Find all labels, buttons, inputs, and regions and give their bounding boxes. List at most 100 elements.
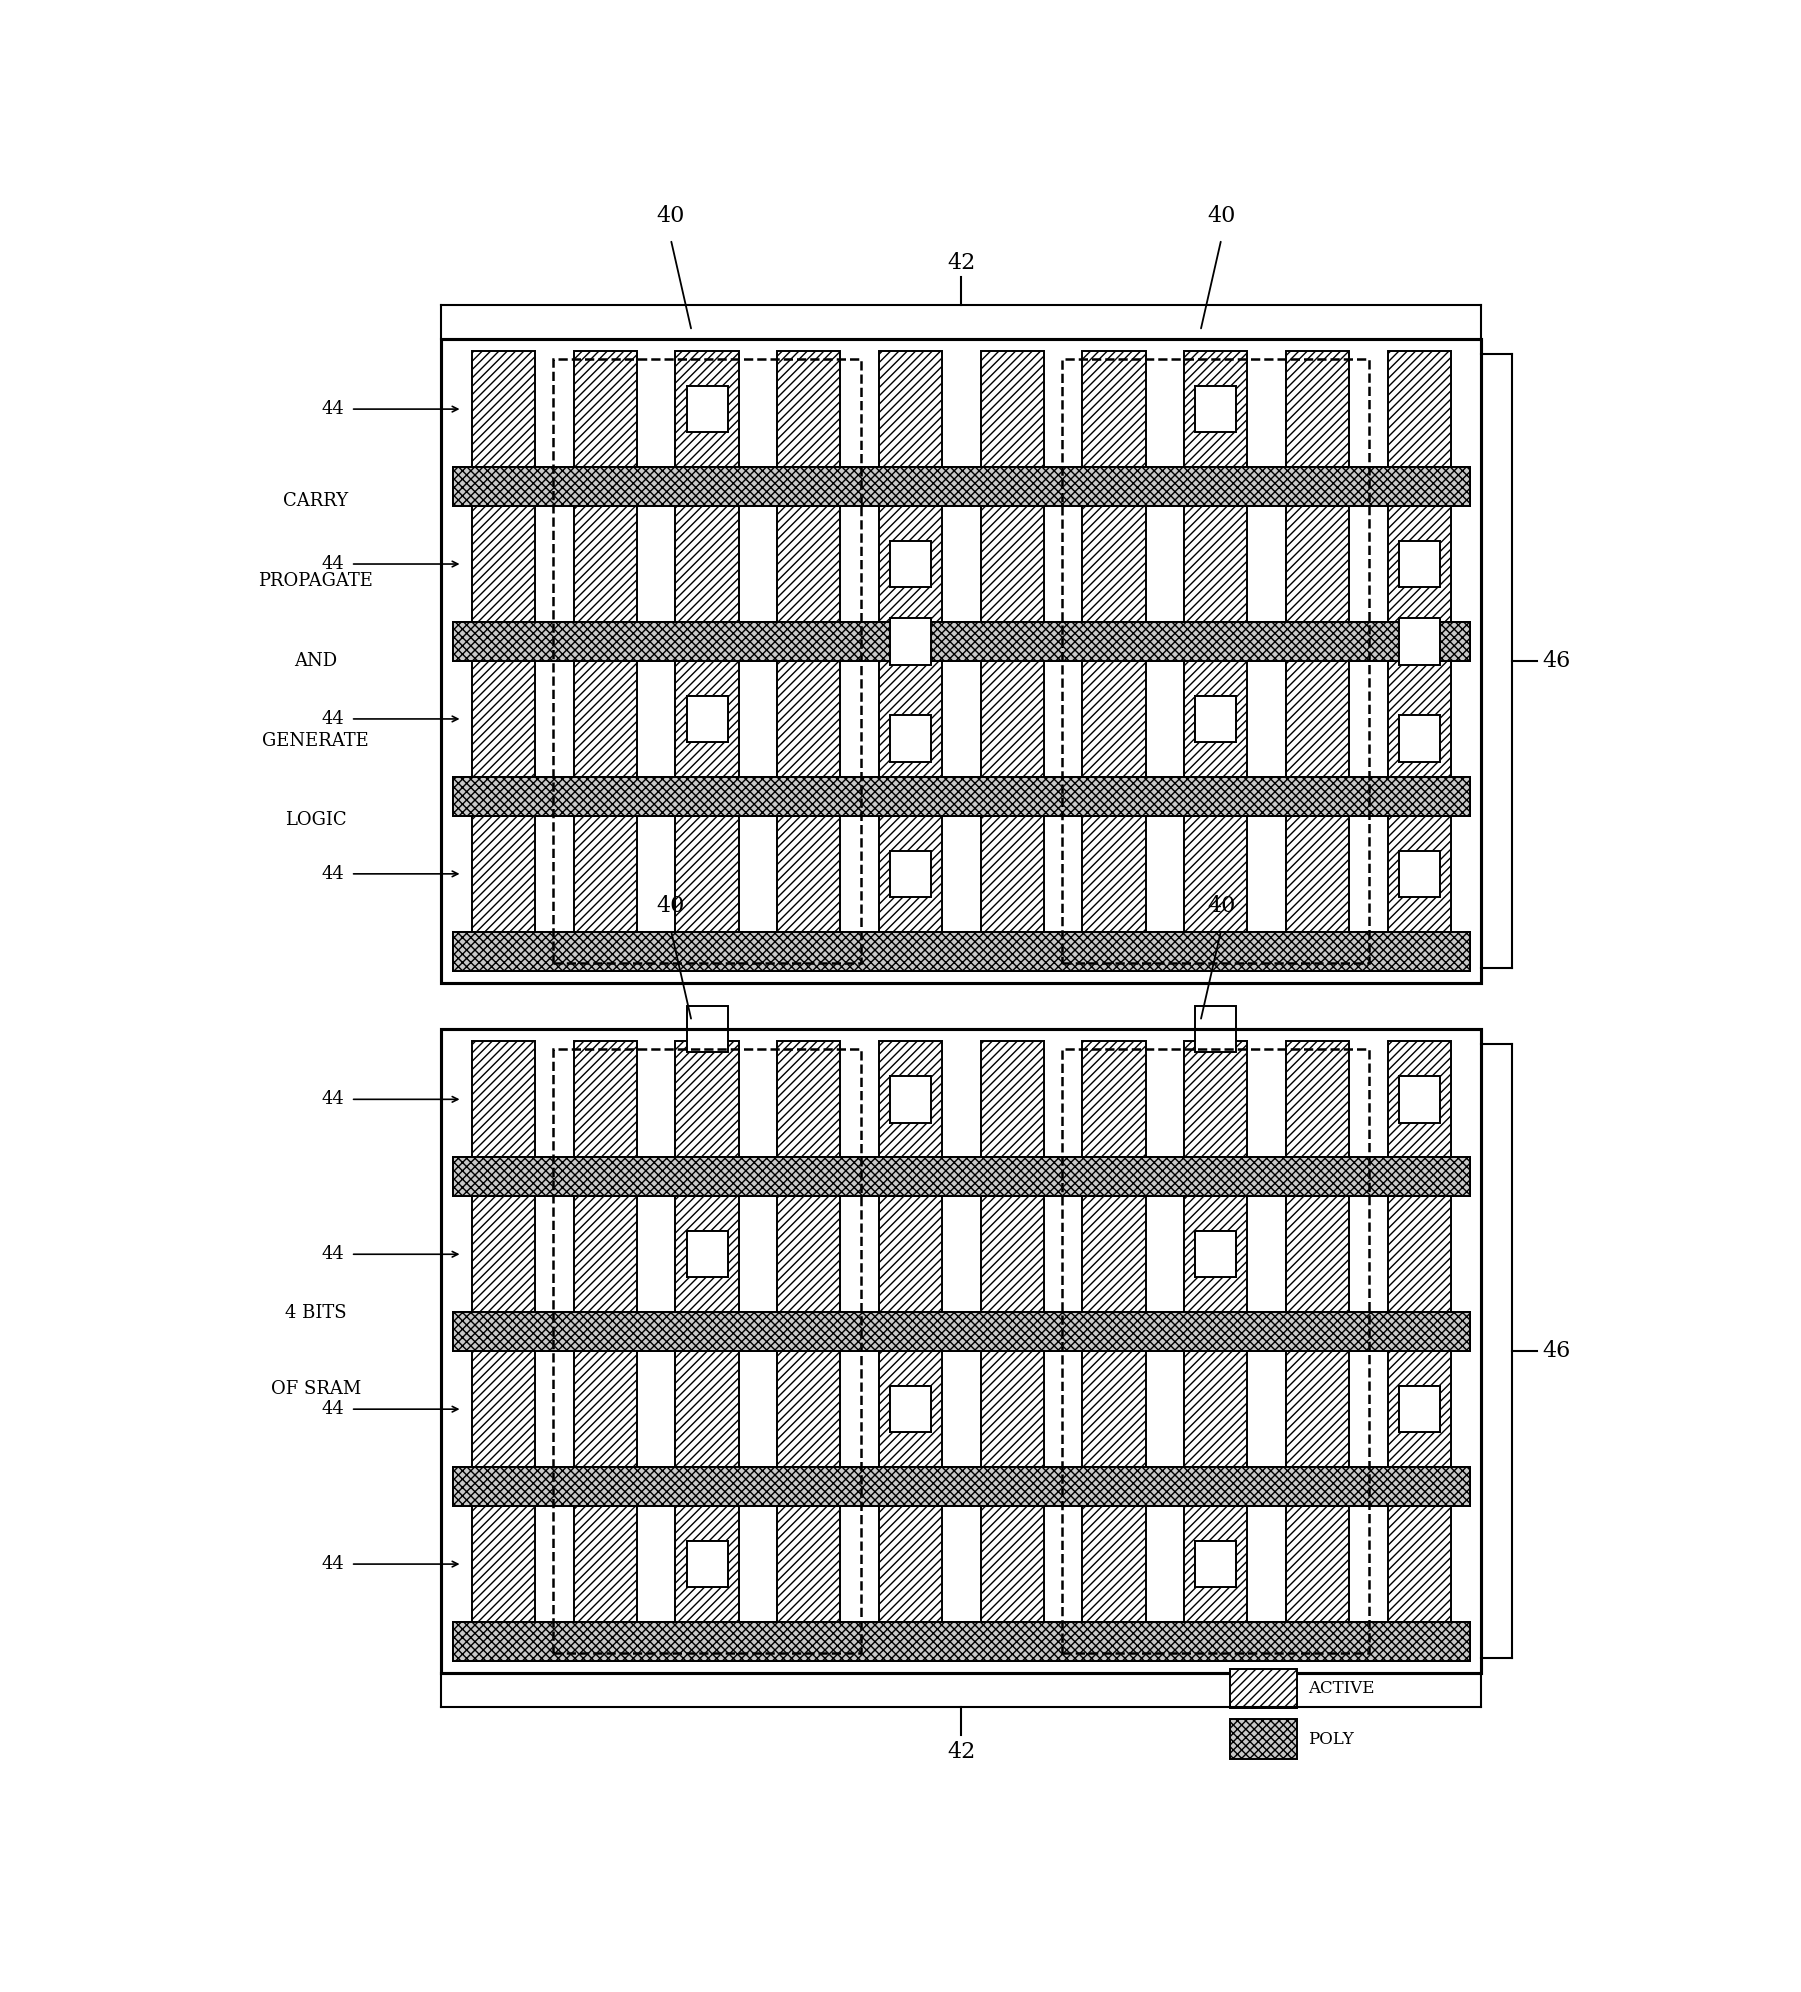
Bar: [452, 1468, 1470, 1506]
Bar: [1399, 618, 1439, 665]
Bar: [1196, 1231, 1235, 1277]
Bar: [441, 1030, 1480, 1673]
Bar: [890, 1386, 931, 1432]
Bar: [1230, 1719, 1297, 1759]
Bar: [1399, 540, 1439, 588]
Bar: [441, 1030, 1480, 1673]
Bar: [675, 1042, 738, 1661]
Text: OF SRAM: OF SRAM: [270, 1380, 360, 1398]
Bar: [553, 1050, 861, 1653]
Bar: [452, 622, 1470, 661]
Bar: [1389, 1042, 1452, 1661]
Bar: [1389, 351, 1452, 970]
Bar: [1185, 351, 1248, 970]
Bar: [575, 1042, 638, 1661]
Text: 40: 40: [1207, 894, 1235, 916]
Bar: [778, 351, 841, 970]
Bar: [879, 351, 942, 970]
Bar: [452, 1157, 1470, 1195]
Text: CARRY: CARRY: [283, 492, 348, 510]
Text: AND: AND: [294, 651, 337, 669]
Bar: [890, 618, 931, 665]
Bar: [686, 1542, 728, 1588]
Bar: [686, 1006, 728, 1052]
Bar: [1196, 695, 1235, 743]
Text: 44: 44: [321, 1090, 344, 1108]
Bar: [1196, 386, 1235, 432]
Bar: [1185, 1042, 1248, 1661]
Text: 40: 40: [657, 894, 684, 916]
Bar: [1399, 715, 1439, 761]
Bar: [441, 339, 1480, 982]
Text: 40: 40: [657, 205, 684, 227]
Bar: [982, 351, 1045, 970]
Bar: [1196, 1231, 1235, 1277]
Bar: [452, 1621, 1470, 1661]
Text: 44: 44: [321, 865, 344, 882]
Bar: [1399, 851, 1439, 896]
Bar: [452, 1313, 1470, 1351]
Bar: [452, 932, 1470, 970]
Bar: [452, 1468, 1470, 1506]
Bar: [686, 386, 728, 432]
Bar: [890, 1386, 931, 1432]
Bar: [686, 1231, 728, 1277]
Text: 40: 40: [1207, 205, 1235, 227]
Text: POLY: POLY: [1308, 1731, 1354, 1747]
Bar: [472, 351, 535, 970]
Bar: [452, 1621, 1470, 1661]
Bar: [1196, 1006, 1235, 1052]
Text: 44: 44: [321, 556, 344, 574]
Bar: [1196, 1542, 1235, 1588]
Bar: [1082, 1042, 1145, 1661]
Bar: [575, 351, 638, 970]
Bar: [1063, 359, 1369, 962]
Text: 44: 44: [321, 400, 344, 418]
Bar: [452, 932, 1470, 970]
Bar: [1399, 1386, 1439, 1432]
Bar: [675, 351, 738, 970]
Bar: [553, 359, 861, 962]
Bar: [1230, 1669, 1297, 1709]
Bar: [452, 777, 1470, 817]
Bar: [686, 1542, 728, 1588]
Text: PROPAGATE: PROPAGATE: [258, 572, 373, 590]
Text: 42: 42: [947, 1741, 976, 1763]
Bar: [441, 339, 1480, 982]
Text: 44: 44: [321, 709, 344, 727]
Bar: [472, 1042, 535, 1661]
Bar: [890, 540, 931, 588]
Bar: [452, 468, 1470, 506]
Bar: [452, 777, 1470, 817]
Bar: [778, 1042, 841, 1661]
Text: 44: 44: [321, 1556, 344, 1574]
Text: GENERATE: GENERATE: [263, 731, 369, 749]
Text: 46: 46: [1543, 649, 1570, 671]
Bar: [1286, 1042, 1349, 1661]
Bar: [452, 468, 1470, 506]
Bar: [982, 1042, 1045, 1661]
Bar: [890, 715, 931, 761]
Bar: [890, 1076, 931, 1123]
Bar: [1196, 1542, 1235, 1588]
Bar: [1399, 1076, 1439, 1123]
Text: 46: 46: [1543, 1341, 1570, 1363]
Bar: [1063, 1050, 1369, 1653]
Bar: [1196, 695, 1235, 743]
Bar: [1082, 351, 1145, 970]
Bar: [452, 622, 1470, 661]
Bar: [1399, 1386, 1439, 1432]
Bar: [890, 851, 931, 896]
Text: 42: 42: [947, 253, 976, 275]
Bar: [452, 1157, 1470, 1195]
Text: 44: 44: [321, 1400, 344, 1418]
Bar: [686, 1231, 728, 1277]
Bar: [686, 695, 728, 743]
Text: LOGIC: LOGIC: [285, 811, 346, 829]
Bar: [686, 695, 728, 743]
Bar: [879, 1042, 942, 1661]
Bar: [1286, 351, 1349, 970]
Text: 4 BITS: 4 BITS: [285, 1303, 346, 1323]
Text: 44: 44: [321, 1245, 344, 1263]
Bar: [452, 1313, 1470, 1351]
